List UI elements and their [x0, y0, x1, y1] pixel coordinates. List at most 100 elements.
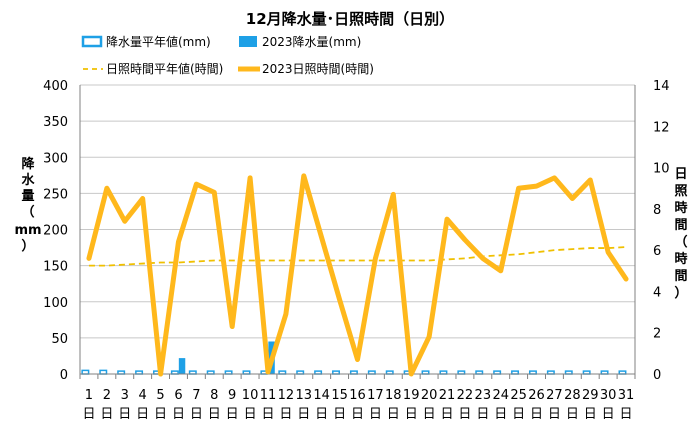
- precip-normal-bar: [99, 369, 108, 375]
- x-tick-label: 9: [228, 388, 236, 403]
- left-axis-label-char: 量: [21, 189, 34, 204]
- right-axis-label-char: 間: [674, 218, 687, 233]
- right-axis-label-char: （: [674, 234, 687, 250]
- precip-2023-bar: [178, 358, 186, 374]
- right-tick-label: 8: [653, 203, 661, 218]
- x-tick-label: 23: [475, 388, 492, 403]
- sun-normal-series-line: [88, 246, 627, 267]
- x-tick-day-label: 日: [82, 407, 95, 422]
- x-tick-day-label: 日: [530, 407, 543, 422]
- right-axis-ticks: 0 2 4 6 8 10 12 14: [653, 79, 670, 383]
- right-tick-label: 0: [653, 368, 661, 383]
- right-axis-label-char: 照: [674, 184, 687, 199]
- x-tick-label: 19: [403, 388, 420, 403]
- left-tick-label: 50: [51, 332, 68, 347]
- right-tick-label: 10: [653, 162, 670, 177]
- left-tick-label: 200: [43, 224, 68, 239]
- x-tick-label: 11: [260, 388, 277, 403]
- legend-label-precip-normal: 降水量平年値(mm): [106, 34, 211, 49]
- x-tick-day-label: 日: [279, 407, 292, 422]
- left-tick-label: 100: [43, 296, 68, 311]
- right-axis-label-char: 間: [674, 269, 687, 284]
- x-tick-label: 25: [510, 388, 527, 403]
- x-tick-day-label: 日: [208, 407, 221, 422]
- left-axis-label-char: ）: [21, 238, 34, 254]
- left-tick-label: 0: [60, 368, 68, 383]
- x-tick-day-label: 日: [620, 407, 633, 422]
- x-tick-label: 17: [367, 388, 384, 403]
- x-tick-day-label: 日: [387, 407, 400, 422]
- x-tick-day-label: 日: [118, 407, 131, 422]
- x-tick-label: 8: [210, 388, 218, 403]
- legend-swatch-precip-2023: [239, 36, 257, 47]
- left-tick-label: 350: [43, 115, 68, 130]
- x-tick-label: 2: [103, 388, 111, 403]
- right-tick-label: 2: [653, 327, 661, 342]
- right-axis-label-char: 時: [674, 251, 687, 267]
- x-tick-day-label: 日: [423, 407, 436, 422]
- precip-normal-bar: [81, 369, 90, 375]
- x-tick-day-label: 日: [244, 407, 257, 422]
- x-tick-label: 1: [85, 388, 93, 403]
- x-tick-day-label: 日: [261, 407, 274, 422]
- legend-label-precip-2023: 2023降水量(mm): [262, 35, 361, 49]
- sun-normal-line: [88, 246, 627, 267]
- x-tick-day-label: 日: [441, 407, 454, 422]
- legend-label-sun-normal: 日照時間平年値(時間): [106, 61, 223, 76]
- x-tick-day-label: 日: [351, 407, 364, 422]
- precip-normal-bars: [81, 369, 627, 375]
- x-tick-label: 20: [421, 388, 438, 403]
- sun-2023-series-line: [86, 173, 629, 377]
- x-tick-day-label: 日: [602, 407, 615, 422]
- right-tick-label: 12: [653, 120, 670, 135]
- x-tick-day-label: 日: [476, 407, 489, 422]
- right-tick-label: 4: [653, 285, 661, 300]
- x-tick-label: 15: [331, 388, 348, 403]
- x-tick-day-label: 日: [458, 407, 471, 422]
- x-axis-ticks: 1日2日3日4日5日6日7日8日9日10日11日12日13日14日15日16日1…: [82, 388, 634, 422]
- x-tick-day-label: 日: [297, 407, 310, 422]
- left-axis-label-char: 降: [21, 156, 35, 172]
- x-tick-label: 29: [582, 388, 599, 403]
- right-tick-label: 14: [653, 79, 670, 94]
- x-tick-label: 24: [492, 388, 509, 403]
- legend: 降水量平年値(mm) 2023降水量(mm) 日照時間平年値(時間) 2023日…: [81, 34, 374, 76]
- x-tick-label: 5: [156, 388, 164, 403]
- x-tick-day-label: 日: [315, 407, 328, 422]
- x-tick-day-label: 日: [566, 407, 579, 422]
- left-tick-label: 150: [43, 260, 68, 275]
- x-tick-label: 10: [242, 388, 259, 403]
- x-tick-label: 14: [313, 388, 330, 403]
- x-tick-label: 22: [457, 388, 474, 403]
- x-tick-label: 31: [618, 388, 635, 403]
- legend-label-sun-2023: 2023日照時間(時間): [262, 62, 374, 76]
- x-tick-day-label: 日: [369, 407, 382, 422]
- legend-swatch-precip-normal: [81, 35, 103, 48]
- right-axis-label: 日照時間（時間）: [674, 167, 687, 301]
- right-axis-label-char: 時: [674, 200, 687, 216]
- x-tick-day-label: 日: [333, 407, 346, 422]
- x-tick-label: 4: [139, 388, 147, 403]
- x-tick-label: 16: [349, 388, 366, 403]
- x-tick-day-label: 日: [548, 407, 561, 422]
- x-tick-day-label: 日: [190, 407, 203, 422]
- right-tick-label: 6: [653, 244, 661, 259]
- right-axis-label-char: 日: [674, 167, 687, 182]
- x-tick-day-label: 日: [172, 407, 185, 422]
- left-axis-label-char: mm: [14, 223, 41, 238]
- x-tick-day-label: 日: [512, 407, 525, 422]
- left-axis-label-char: （: [21, 204, 34, 220]
- sun-2023-line: [86, 173, 629, 377]
- x-tick-label: 30: [600, 388, 617, 403]
- x-tick-label: 7: [192, 388, 200, 403]
- x-tick-day-label: 日: [405, 407, 418, 422]
- x-tick-label: 13: [296, 388, 313, 403]
- left-axis-label: 降水量（ mm）: [14, 156, 41, 254]
- left-axis-ticks: 0 50 100 150 200 250 300 350 400: [43, 79, 68, 383]
- axes: [79, 85, 636, 379]
- chart-title: 12月降水量･日照時間（日別）: [246, 10, 454, 28]
- left-axis-label-char: 水: [21, 172, 35, 188]
- x-tick-label: 18: [385, 388, 402, 403]
